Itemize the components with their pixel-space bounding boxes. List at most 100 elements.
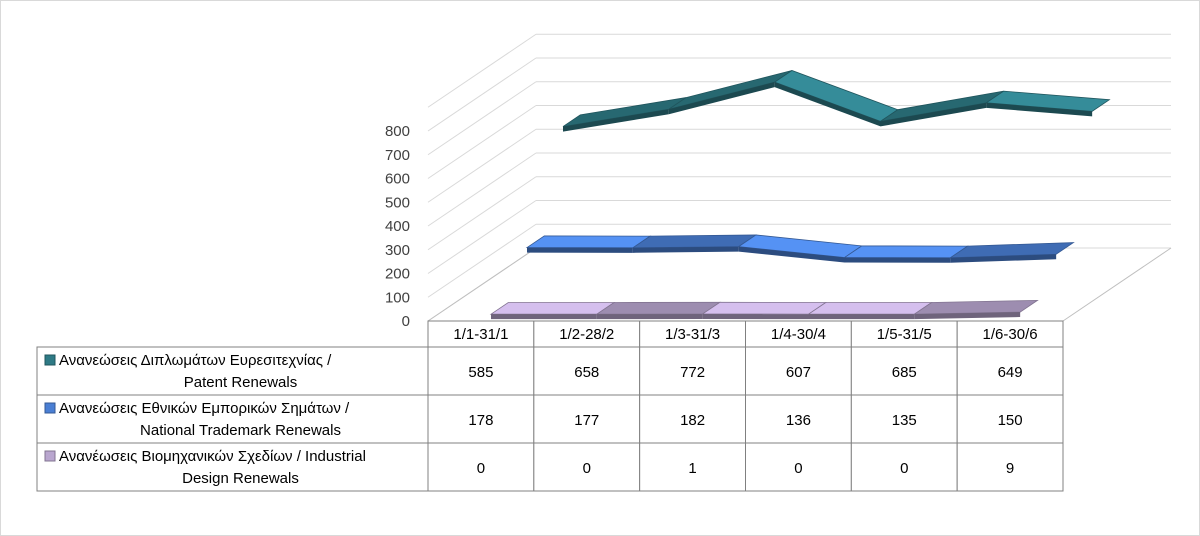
ribbon-segment-edge [526,247,633,253]
ribbon-segment [912,299,1039,315]
data-label: 685 [892,364,917,381]
legend-cell [36,394,429,444]
value-cell [533,394,641,444]
y-axis: 0 100 200 300 400 500 600 700 800 [385,123,410,330]
ribbon-segment-edge [880,102,987,127]
y-tick-label: 0 [402,313,410,330]
ribbon-segment-edge [702,313,809,320]
side-gridline [427,200,537,274]
ribbon-segment [701,301,828,315]
ribbon-segment-edge [774,82,881,127]
ribbon-segment [525,235,652,249]
y-tick-label: 500 [385,194,410,211]
y-tick-label: 300 [385,242,410,259]
x-tick-label: 1/5-31/5 [877,326,932,343]
legend-swatch [44,402,56,414]
value-cell [639,442,747,492]
x-tick-label: 1/6-30/6 [983,326,1038,343]
side-gridline [427,152,537,227]
data-label: 182 [680,412,705,429]
legend-label-line1: Ανανεώσεις Διπλωμάτων Ευρεσιτεχνίας / [59,352,332,369]
category-header-cell [533,320,641,348]
data-label: 0 [900,460,908,477]
y-tick-label: 600 [385,171,410,188]
value-cell [745,394,852,444]
data-label: 0 [794,460,802,477]
data-label: 135 [892,412,917,429]
data-label: 150 [998,412,1023,429]
ribbon-segment [843,245,969,259]
data-label: 0 [583,460,591,477]
data-label: 0 [477,460,485,477]
data-label: 607 [786,364,811,381]
value-cell [850,346,958,396]
legend-label-line2: Patent Renewals [184,374,297,391]
series-layer [489,70,1111,320]
ribbon-segment-edge [596,313,703,320]
legend-label-line2: National Trademark Renewals [140,422,341,439]
data-label: 772 [680,364,705,381]
side-gridline [427,223,537,298]
series-ribbon [562,70,1111,132]
ribbon-segment-edge [986,102,1093,117]
legend-swatch [44,354,56,366]
data-label: 178 [468,412,493,429]
ribbon-segment-edge [668,82,775,115]
value-cell [850,442,958,492]
data-label: 9 [1006,460,1014,477]
ribbon-segment [595,301,722,315]
ribbon-segment [773,70,899,122]
data-label: 649 [998,364,1023,381]
y-tick-label: 700 [385,147,410,164]
data-label: 585 [468,364,493,381]
value-cell [639,346,747,396]
legend-cell [36,442,429,492]
data-label: 658 [574,364,599,381]
series-ribbon [525,234,1075,263]
data-table: 1/1-31/1 1/2-28/2 1/3-31/3 1/4-30/4 1/5-31/5… [36,320,1064,492]
floor-right-edge [1062,247,1172,322]
x-tick-label: 1/2-28/2 [559,326,614,343]
side-gridline [427,176,537,251]
ribbon-segment-edge [914,312,1021,320]
value-cell [533,346,641,396]
value-cell [745,442,852,492]
ribbon-segment-edge [844,257,951,263]
y-tick-label: 200 [385,266,410,283]
legend-label-line1: Ανανέωσεις Βιομηχανικών Σχεδίων / Indust… [59,448,366,465]
y-tick-label: 800 [385,123,410,140]
value-cell [427,394,535,444]
legend-label-line1: Ανανεώσεις Εθνικών Εμπορικών Σημάτων / [59,400,350,417]
ribbon-segment-edge [950,254,1057,263]
ribbon-segment-edge [562,109,669,132]
category-header-cell [745,320,852,348]
ribbon-segment-edge [490,314,597,320]
side-gridline [427,33,537,108]
side-gridline [427,128,537,203]
x-tick-label: 1/3-31/3 [665,326,720,343]
value-cell [639,394,747,444]
value-cell [956,394,1064,444]
ribbon-segment-edge [808,314,915,320]
value-cell [533,442,641,492]
side-gridline [427,81,537,156]
x-tick-label: 1/1-31/1 [453,326,508,343]
category-header-cell [956,320,1064,348]
legend-label-line2: Design Renewals [182,470,299,487]
legend-swatch [44,450,56,462]
value-cell [850,394,958,444]
series-ribbon [489,299,1039,320]
value-cell [956,346,1064,396]
data-label: 136 [786,412,811,429]
ribbon-segment-edge [632,246,739,253]
ribbon-segment-edge [738,246,845,263]
data-label: 177 [574,412,599,429]
value-cell [427,346,535,396]
data-label: 1 [688,460,696,477]
y-tick-label: 100 [385,289,410,306]
value-cell [427,442,535,492]
legend-cell [36,346,429,396]
value-cell [956,442,1064,492]
ribbon-segment [668,70,793,110]
